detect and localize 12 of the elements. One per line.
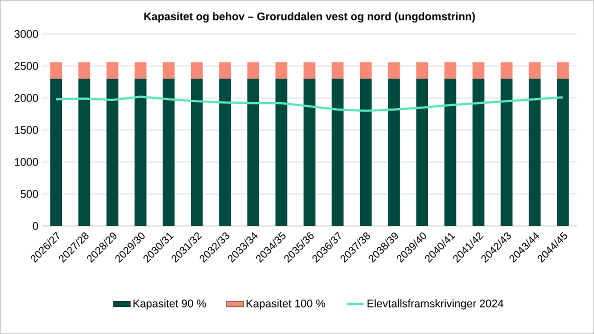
line-series: [54, 96, 564, 112]
y-tick-label: 3000: [14, 30, 38, 38]
y-tick-label: 1500: [14, 126, 38, 134]
chart-title: Kapasitet og behov – Groruddalen vest og nord (ungdomstrinn): [144, 12, 475, 23]
legend-label: Elevtallsframskrivinger 2024: [368, 299, 504, 310]
y-tick-label: 0: [32, 222, 38, 230]
y-tick-label: 2500: [14, 62, 38, 70]
legend-label: Kapasitet 90 %: [134, 299, 206, 310]
y-tick-label: 500: [20, 190, 38, 198]
y-tick-label: 2000: [14, 94, 38, 102]
y-tick-label: 1000: [14, 158, 38, 166]
legend-label: Kapasitet 100 %: [246, 299, 326, 310]
